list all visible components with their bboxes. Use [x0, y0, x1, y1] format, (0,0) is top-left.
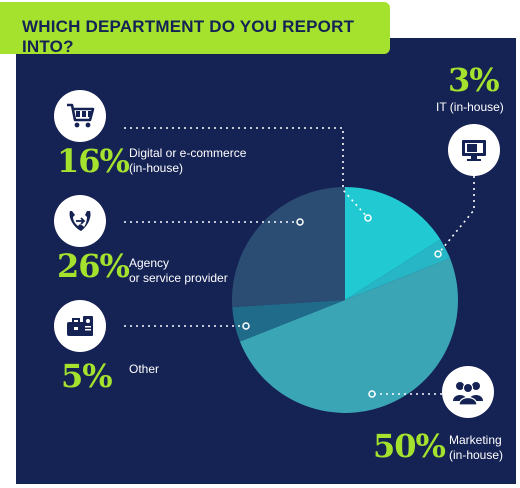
- title-banner: WHICH DEPARTMENT DO YOU REPORT INTO?: [0, 2, 390, 56]
- leader-dot-other: [242, 322, 250, 330]
- phone-transfer-icon: [54, 195, 106, 247]
- pie-slice-agency-or-service-provider: [232, 187, 345, 308]
- leader-dot-marketing: [368, 390, 376, 398]
- people-group-icon: [442, 366, 494, 418]
- label-marketing-line-2: (in-house): [449, 448, 504, 462]
- label-agency: Agency or service provider: [129, 256, 228, 286]
- leader-dot-it: [434, 250, 442, 258]
- pie-slice-other: [232, 300, 345, 342]
- percent-agency: 26%: [57, 247, 130, 285]
- chart-title: WHICH DEPARTMENT DO YOU REPORT INTO?: [22, 17, 355, 56]
- leader-dot-agency: [296, 218, 304, 226]
- label-other: Other: [129, 362, 159, 377]
- pie-slice-it-in-house: [345, 239, 451, 300]
- percent-it: 3%: [448, 61, 500, 99]
- label-marketing-line-1: Marketing: [449, 433, 502, 447]
- leader-lines: [124, 127, 475, 398]
- leader-line-digital: [124, 127, 369, 219]
- leader-dot-digital: [364, 214, 372, 222]
- percent-other: 5%: [61, 357, 113, 395]
- label-agency-line-2: or service provider: [129, 271, 228, 285]
- pie-slice-marketing-in-house: [239, 258, 458, 413]
- label-it: IT (in-house): [436, 100, 504, 115]
- shopping-cart-icon: [54, 90, 106, 142]
- leader-line-it: [437, 176, 475, 255]
- label-marketing: Marketing (in-house): [449, 433, 503, 463]
- label-digital-line-2: (in-house): [129, 161, 184, 175]
- label-agency-line-1: Agency: [129, 256, 170, 270]
- label-digital: Digital or e-commerce (in-house): [129, 146, 246, 176]
- percent-digital: 16%: [57, 142, 130, 180]
- percent-marketing: 50%: [373, 427, 446, 465]
- label-digital-line-1: Digital or e-commerce: [129, 146, 247, 160]
- label-other-line-1: Other: [129, 362, 160, 376]
- briefcase-icon: [54, 300, 106, 352]
- label-it-line-1: IT (in-house): [436, 100, 504, 114]
- computer-icon: [448, 124, 500, 176]
